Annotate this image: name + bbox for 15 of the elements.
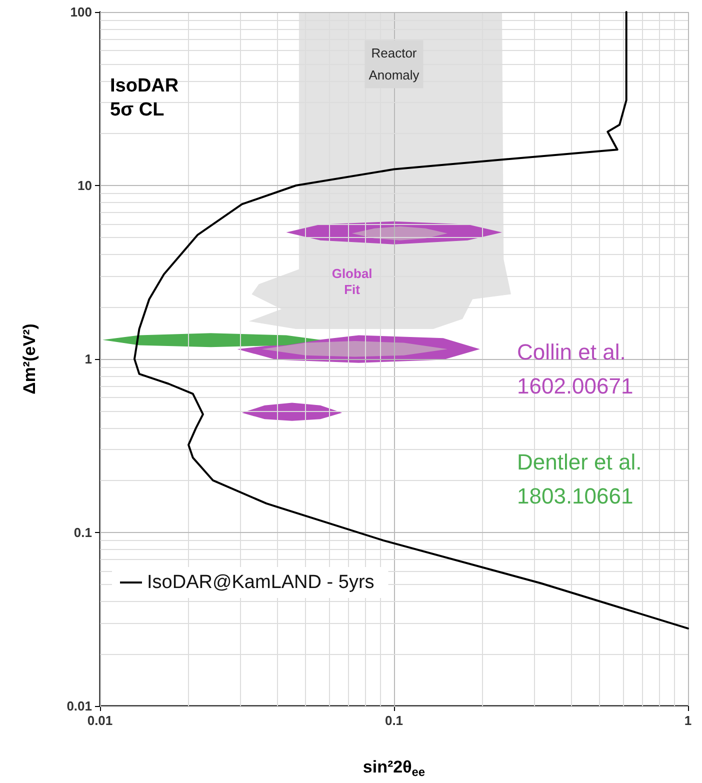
x-tick-label: 0.1 xyxy=(384,713,404,728)
y-tick-label: 100 xyxy=(70,4,92,20)
text: Dentler et al. 1803.10661 xyxy=(517,450,648,508)
x-tick-label: 0.01 xyxy=(87,713,113,728)
annotation: Global Fit xyxy=(332,266,372,297)
annotation: Reactor Anomaly xyxy=(368,46,420,83)
annotation: IsoDAR 5σ CL xyxy=(110,76,179,120)
y-tick-label: 0.01 xyxy=(66,698,92,714)
y-tick-label: 10 xyxy=(78,178,92,193)
legend-label: IsoDAR@KamLAND - 5yrs xyxy=(147,572,374,593)
x-tick-label: 1 xyxy=(684,713,692,728)
y-tick-label: 0.1 xyxy=(74,525,92,540)
series-label: Collin et al. 1602.00671 xyxy=(517,340,634,398)
y-axis-title: Δm²(eV²) xyxy=(20,324,39,394)
y-tick-label: 1 xyxy=(84,352,92,366)
